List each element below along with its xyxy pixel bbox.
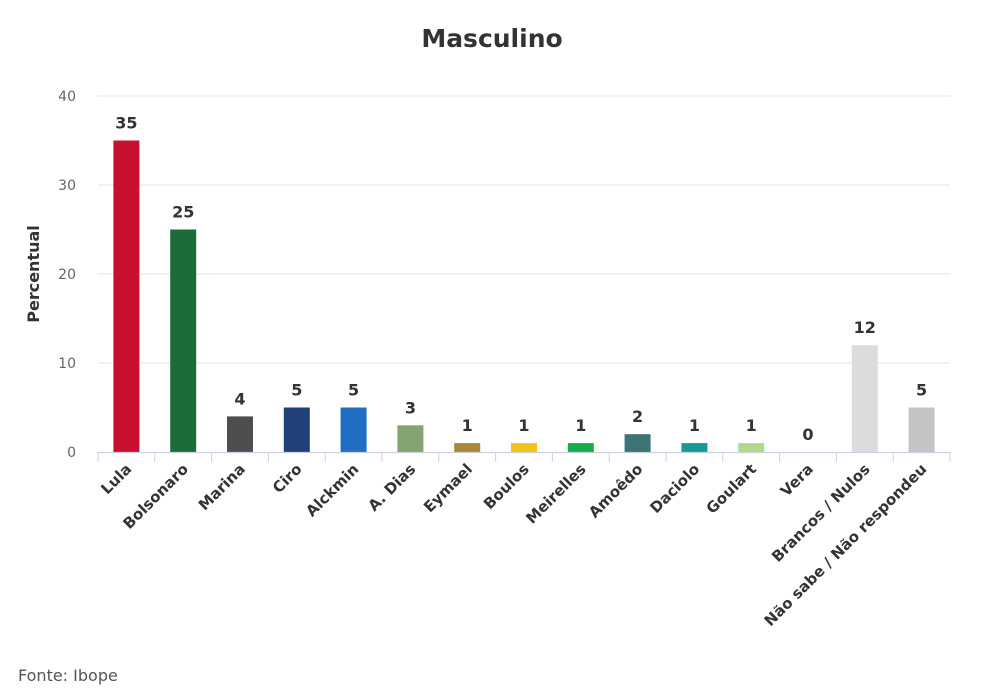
bar <box>738 443 765 452</box>
data-label: 12 <box>854 318 876 337</box>
x-tick-label: Goulart <box>703 460 760 517</box>
x-tick-label: Daciolo <box>646 460 703 517</box>
bar <box>397 425 424 452</box>
bar <box>454 443 481 452</box>
data-label: 1 <box>689 416 700 435</box>
data-label: 5 <box>291 381 302 400</box>
bar <box>283 407 310 452</box>
y-tick-label: 0 <box>67 445 76 461</box>
data-label: 1 <box>518 416 529 435</box>
bars <box>113 140 935 452</box>
data-label: 1 <box>575 416 586 435</box>
x-tick-label: Vera <box>777 460 817 500</box>
x-tick-label: Ciro <box>269 460 306 497</box>
bar <box>908 407 935 452</box>
data-label: 0 <box>802 425 813 444</box>
chart-title: Masculino <box>421 24 563 53</box>
data-label: 1 <box>746 416 757 435</box>
x-tick-label: Alckmin <box>302 460 362 520</box>
bar <box>681 443 708 452</box>
y-tick-label: 40 <box>58 89 76 105</box>
y-axis-title: Percentual <box>24 225 43 323</box>
x-tick-label: Marina <box>195 460 249 514</box>
y-tick-label: 20 <box>58 267 76 283</box>
bar <box>851 345 878 452</box>
data-label: 5 <box>916 381 927 400</box>
x-tick-label: Eymael <box>420 460 476 516</box>
data-label: 5 <box>348 381 359 400</box>
data-label: 1 <box>462 416 473 435</box>
gridlines <box>98 95 950 364</box>
x-tick-label: Brancos / Nulos <box>768 460 874 566</box>
bar <box>624 434 651 452</box>
x-tick-label: Meirelles <box>522 460 589 527</box>
bar <box>170 229 197 452</box>
x-tick-label: A. Dias <box>364 460 419 515</box>
y-tick-label: 10 <box>58 356 76 372</box>
y-tick-label: 30 <box>58 178 76 194</box>
x-tick-label: Amoêdo <box>585 460 646 521</box>
data-label: 3 <box>405 398 416 417</box>
bar <box>340 407 367 452</box>
bar <box>113 140 140 452</box>
data-label: 35 <box>115 114 137 133</box>
x-tick-label: Boulos <box>480 460 533 513</box>
bar <box>227 416 253 452</box>
x-tick-label: Lula <box>97 460 135 498</box>
data-label: 25 <box>172 203 194 222</box>
source-note: Fonte: Ibope <box>18 666 118 685</box>
data-label: 2 <box>632 407 643 426</box>
data-label: 4 <box>234 389 245 408</box>
bar <box>567 443 594 452</box>
bar <box>511 443 537 452</box>
